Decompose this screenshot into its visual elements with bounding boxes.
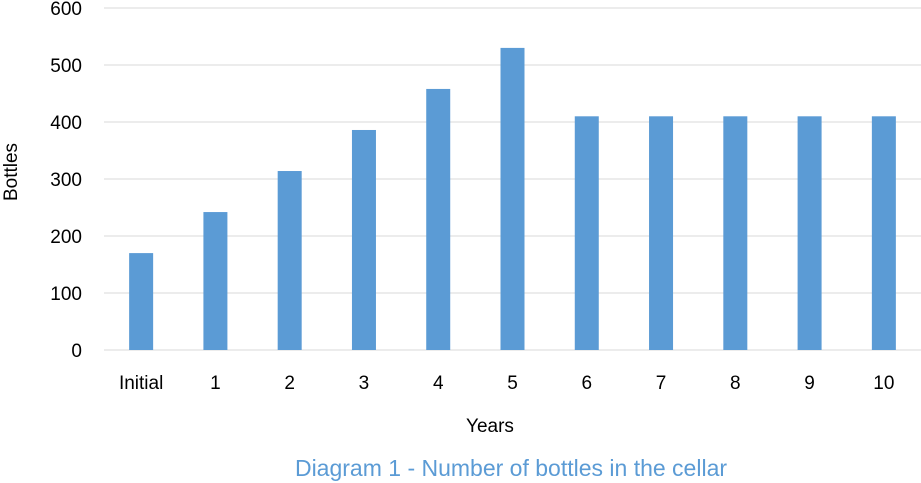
x-axis-title: Years (466, 416, 514, 437)
y-tick-label: 0 (71, 341, 82, 362)
y-tick-label: 500 (50, 56, 82, 77)
bar (500, 47, 525, 351)
x-tick-label: 10 (873, 373, 894, 394)
bar (723, 116, 748, 350)
x-tick-label: 9 (804, 373, 815, 394)
bar (574, 116, 599, 350)
x-tick-label: 1 (210, 373, 221, 394)
bar (351, 129, 376, 350)
y-tick-label: 400 (50, 113, 82, 134)
bar (871, 116, 896, 350)
x-tick-label: 2 (284, 373, 295, 394)
y-tick-label: 100 (50, 284, 82, 305)
x-tick-label: 4 (433, 373, 444, 394)
bar (203, 212, 228, 350)
y-tick-label: 600 (50, 0, 82, 20)
figure-caption: Diagram 1 - Number of bottles in the cel… (295, 455, 727, 481)
x-tick-label: 8 (730, 373, 741, 394)
bar (129, 253, 154, 350)
y-axis-title: Bottles (1, 143, 22, 201)
bar (426, 88, 451, 350)
y-axis-tick-labels: 0 100 200 300 400 500 600 (50, 0, 82, 362)
x-tick-label: 5 (507, 373, 518, 394)
bar (277, 171, 302, 350)
x-tick-label: 6 (581, 373, 592, 394)
x-tick-label: Initial (119, 373, 163, 394)
x-axis-tick-labels: Initial 1 2 3 4 5 6 7 8 9 10 (119, 373, 894, 394)
x-tick-label: 7 (656, 373, 667, 394)
bar (797, 116, 822, 350)
x-tick-label: 3 (359, 373, 370, 394)
y-tick-label: 200 (50, 227, 82, 248)
y-tick-label: 300 (50, 170, 82, 191)
bar (649, 116, 674, 350)
bars (129, 47, 896, 351)
